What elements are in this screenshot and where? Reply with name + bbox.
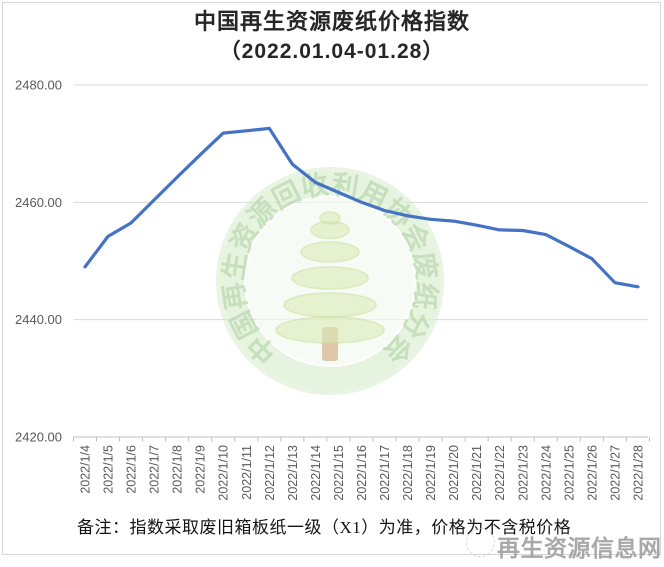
chart-title: 中国再生资源废纸价格指数 （2022.01.04-01.28） — [0, 7, 664, 67]
watermark-ring-band — [220, 171, 440, 391]
watermark-tree-layer — [291, 266, 369, 290]
x-axis-label: 2022/1/23 — [516, 445, 530, 501]
x-axis-label: 2022/1/17 — [378, 445, 392, 501]
watermark-tree-layer — [319, 211, 341, 225]
x-axis-label: 2022/1/27 — [608, 445, 622, 501]
x-axis-label: 2022/1/7 — [148, 445, 162, 494]
x-axis-label: 2022/1/19 — [424, 445, 438, 501]
x-axis-label: 2022/1/11 — [240, 445, 254, 500]
x-axis-label: 2022/1/6 — [125, 445, 139, 494]
x-axis-label: 2022/1/5 — [102, 445, 116, 494]
x-axis-label: 2022/1/24 — [539, 445, 553, 501]
watermark-outer-ring — [216, 167, 444, 395]
watermark-tree-layer — [300, 241, 360, 263]
x-axis-label: 2022/1/12 — [263, 445, 277, 501]
watermark-ring-char: 利 — [329, 169, 360, 203]
x-axis-label: 2022/1/9 — [194, 445, 208, 494]
watermark-ring-char: 废 — [408, 250, 443, 282]
y-axis-tick-label: 2480.00 — [15, 78, 62, 93]
x-axis-label: 2022/1/26 — [585, 445, 599, 501]
x-axis-label: 2022/1/8 — [171, 445, 185, 494]
x-axis-label: 2022/1/4 — [79, 445, 93, 494]
watermark-ring-char: 生 — [218, 250, 252, 281]
x-axis-label: 2022/1/14 — [309, 445, 323, 501]
watermark-ring-char: 再 — [218, 280, 252, 311]
x-axis-label: 2022/1/28 — [631, 445, 645, 501]
x-axis-label: 2022/1/15 — [332, 445, 346, 501]
x-axis-label: 2022/1/18 — [401, 445, 415, 501]
chart-title-line2: （2022.01.04-01.28） — [219, 40, 445, 63]
chart-title-line1: 中国再生资源废纸价格指数 — [193, 9, 470, 34]
site-watermark-text: 再生资源信息网 — [497, 535, 662, 561]
footnote-text: 备注：指数采取废旧箱板纸一级（X1）为准，价格为不含税价格 — [77, 518, 572, 537]
x-axis-label: 2022/1/16 — [355, 445, 369, 501]
watermark-ring-char: 纸 — [408, 280, 443, 312]
y-axis-tick-label: 2460.00 — [15, 195, 62, 210]
y-axis-tick-label: 2420.00 — [15, 430, 62, 445]
x-axis-label: 2022/1/10 — [217, 445, 231, 501]
x-axis-label: 2022/1/21 — [470, 445, 484, 501]
watermark-tree-layer — [283, 292, 377, 318]
x-axis-label: 2022/1/22 — [493, 445, 507, 501]
x-axis-label: 2022/1/25 — [562, 445, 576, 501]
watermark-tree-layer — [275, 316, 385, 344]
y-axis-tick-label: 2440.00 — [15, 312, 62, 327]
x-axis-label: 2022/1/13 — [286, 445, 300, 501]
price-index-line — [83, 126, 640, 289]
stamp-circle-icon — [466, 528, 495, 557]
x-axis-label: 2022/1/20 — [447, 445, 461, 501]
